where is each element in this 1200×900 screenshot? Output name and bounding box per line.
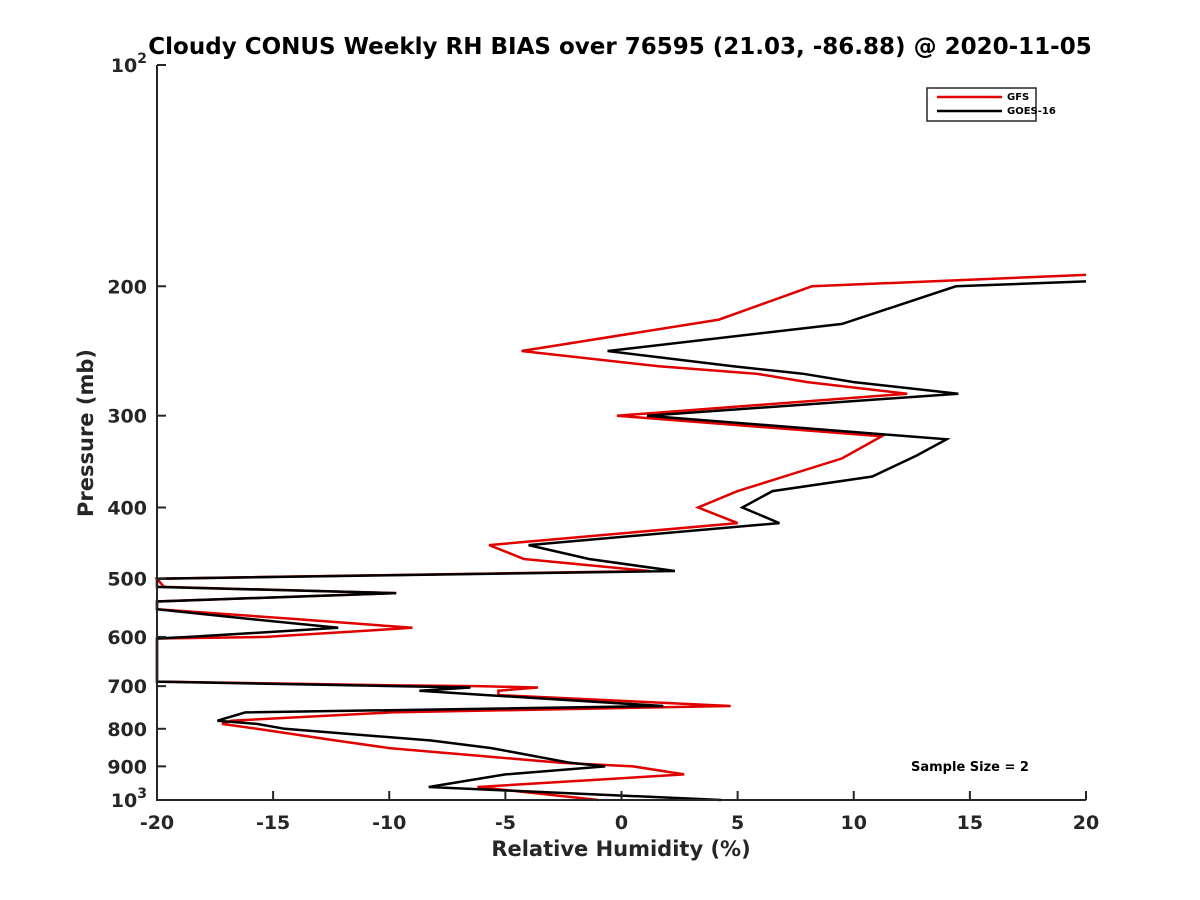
y-axis-ticks: 102 200 300 400 500 600 700 800 900 103 — [107, 51, 166, 812]
legend: GFS GOES-16 — [926, 87, 1056, 122]
legend-box — [926, 87, 1037, 122]
x-tick-label: 20 — [1073, 812, 1099, 834]
x-tick-label: -15 — [256, 812, 290, 834]
x-tick-label: -20 — [140, 812, 174, 834]
legend-label-goes16: GOES-16 — [1007, 106, 1056, 117]
x-tick-label: 0 — [615, 812, 628, 834]
series-line-goes16 — [155, 280, 1087, 802]
x-tick-label: -10 — [372, 812, 406, 834]
x-tick-label: 10 — [841, 812, 867, 834]
x-tick-label: 15 — [957, 812, 983, 834]
sample-size-annotation: Sample Size = 2 — [911, 760, 1029, 775]
y-tick-label: 103 — [111, 786, 147, 812]
y-tick-label: 800 — [107, 719, 147, 741]
series-group — [154, 273, 1087, 802]
y-tick-label: 600 — [107, 627, 147, 649]
legend-label-gfs: GFS — [1007, 92, 1029, 103]
y-tick-label: 700 — [107, 676, 147, 698]
x-axis-ticks: -20 -15 -10 -5 0 5 10 15 20 — [140, 791, 1099, 834]
x-tick-label: 5 — [731, 812, 744, 834]
y-tick-label: 500 — [107, 569, 147, 591]
y-axis-label: Pressure (mb) — [74, 349, 98, 517]
y-tick-label: 200 — [107, 276, 147, 298]
y-tick-label: 102 — [111, 51, 147, 77]
y-tick-label: 400 — [107, 498, 147, 520]
axes-frame — [156, 65, 1086, 801]
y-tick-label: 900 — [107, 756, 147, 778]
chart-title: Cloudy CONUS Weekly RH BIAS over 76595 (… — [148, 34, 1091, 60]
x-tick-label: -5 — [495, 812, 516, 834]
series-line-gfs — [154, 273, 1087, 802]
y-tick-label: 300 — [107, 406, 147, 428]
x-axis-label: Relative Humidity (%) — [491, 837, 750, 861]
